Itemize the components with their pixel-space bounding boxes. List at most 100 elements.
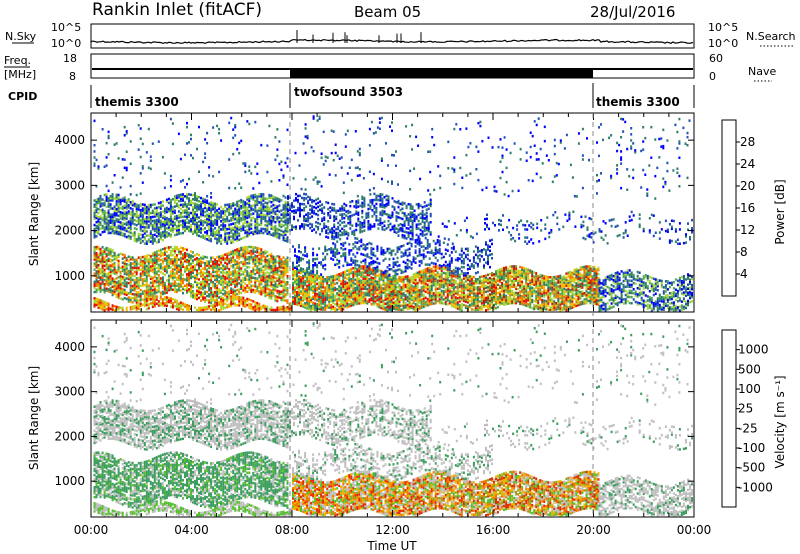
power-cell: [236, 210, 239, 214]
power-cell: [159, 302, 162, 305]
power-cell: [343, 229, 346, 232]
power-cell: [343, 233, 346, 236]
power-cell: [268, 288, 271, 291]
power-cell: [137, 307, 140, 310]
power-cell: [270, 258, 273, 262]
power-cell: [242, 289, 245, 292]
power-cell: [276, 233, 279, 237]
power-cell: [310, 276, 313, 279]
power-cell: [276, 207, 279, 210]
power-cell: [274, 216, 277, 220]
power-cell: [347, 234, 350, 237]
power-cell: [419, 204, 422, 207]
power-cell: [268, 276, 271, 279]
power-cell: [260, 199, 263, 202]
power-cell: [278, 267, 281, 271]
power-cell: [328, 304, 331, 307]
power-cell: [190, 217, 192, 221]
power-cell: [328, 302, 331, 305]
power-cell: [107, 201, 110, 204]
power-cell: [297, 206, 299, 210]
power-cell: [129, 225, 132, 228]
power-cell: [208, 220, 211, 224]
power-cell: [337, 209, 340, 212]
power-cell: [228, 303, 231, 306]
power-cell: [210, 227, 213, 231]
power-cell: [107, 219, 110, 223]
power-cell: [320, 300, 323, 303]
power-cell: [155, 298, 158, 301]
power-cell: [426, 304, 429, 307]
power-cell: [367, 228, 370, 231]
power-cell: [356, 298, 359, 301]
power-cell: [248, 203, 251, 207]
power-cell: [362, 281, 365, 284]
power-cell: [200, 285, 202, 288]
power-cell: [105, 277, 108, 280]
power-cell: [260, 276, 263, 280]
power-cell: [123, 198, 126, 201]
power-cell: [230, 302, 233, 306]
power-cell: [175, 258, 178, 261]
power-cell: [198, 259, 200, 263]
power-cell: [145, 281, 148, 284]
power-cell: [145, 303, 148, 307]
power-cell: [298, 287, 300, 290]
power-cell: [95, 262, 98, 265]
power-cell: [147, 286, 150, 289]
power-cell: [320, 291, 323, 295]
power-cell: [422, 283, 425, 286]
power-cell: [256, 229, 259, 233]
power-cell: [278, 220, 281, 224]
power-cell: [250, 253, 253, 257]
power-cell: [194, 276, 196, 279]
power-cell: [214, 308, 217, 312]
power-cell: [361, 215, 364, 219]
power-cell: [224, 271, 227, 275]
power-cell: [410, 306, 413, 310]
power-cell: [410, 298, 413, 301]
power-cell: [182, 273, 184, 277]
power-cell: [244, 217, 247, 220]
power-cell: [395, 201, 398, 204]
power-cell: [177, 228, 180, 231]
power-cell: [314, 275, 317, 279]
power-cell: [169, 282, 172, 285]
power-cell: [202, 228, 205, 231]
power-cell: [198, 278, 200, 281]
power-cell: [175, 276, 178, 279]
power-cell: [362, 277, 365, 280]
power-cell: [336, 302, 339, 305]
power-cell: [270, 201, 273, 204]
power-cell: [423, 225, 426, 228]
power-cell: [107, 221, 110, 225]
power-cell: [159, 295, 162, 299]
power-cell: [228, 203, 231, 206]
power-cell: [125, 273, 128, 276]
power-cell: [117, 232, 120, 236]
power-cell: [99, 301, 102, 304]
power-cell: [398, 296, 401, 299]
power-cell: [117, 292, 120, 295]
power-cell: [121, 213, 124, 217]
power-cell: [403, 222, 406, 225]
power-cell: [204, 298, 207, 301]
power-cell: [426, 289, 429, 293]
power-cell: [177, 282, 180, 286]
power-cell: [274, 297, 277, 300]
power-cell: [331, 235, 334, 238]
power-cell: [111, 229, 114, 233]
power-cell: [356, 282, 359, 285]
power-cell: [268, 208, 271, 211]
power-cell: [228, 274, 231, 277]
power-cell: [171, 230, 174, 233]
power-cell: [254, 218, 257, 221]
power-cell: [333, 225, 336, 228]
power-cell: [222, 256, 225, 259]
power-cell: [330, 285, 333, 289]
power-cell: [359, 226, 362, 230]
power-cell: [210, 233, 213, 237]
power-cell: [153, 273, 156, 277]
power-cell: [200, 221, 202, 224]
power-cell: [175, 216, 178, 220]
